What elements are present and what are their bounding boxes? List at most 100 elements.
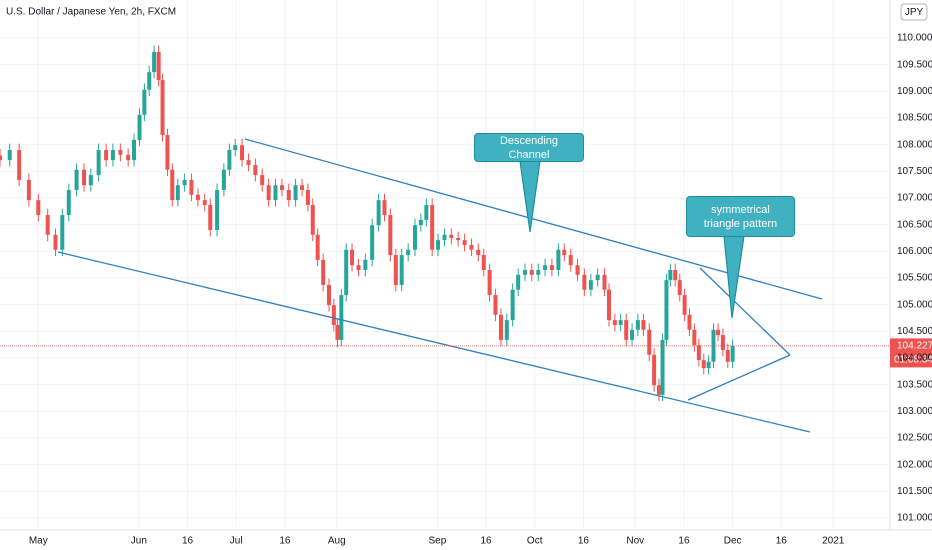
candle-body [17, 150, 22, 180]
candle-body [543, 265, 548, 270]
candle-body [182, 179, 187, 186]
candle-body [253, 164, 258, 176]
candle-body [725, 350, 730, 362]
x-tick-label: 16 [182, 536, 194, 547]
candle-body [668, 270, 673, 281]
candle-body [647, 329, 652, 355]
candle-body [504, 320, 509, 340]
candle-body [430, 204, 435, 250]
currency-box[interactable] [900, 3, 928, 21]
x-tick-label: Aug [328, 536, 346, 547]
candle-body [630, 329, 635, 340]
x-tick-label: 16 [578, 536, 590, 547]
candle-body [339, 295, 344, 340]
candle-body [266, 185, 271, 201]
candle-body [45, 215, 50, 235]
candle-body [331, 305, 336, 325]
last-price-box [890, 338, 932, 368]
candle-body [175, 185, 180, 201]
candle-body [449, 234, 454, 238]
candle-body [516, 274, 521, 290]
candle-body [730, 345, 735, 362]
candle-body [462, 240, 467, 245]
annotation[interactable]: symmetrical triangle pattern [686, 196, 795, 237]
candle-body [36, 200, 41, 216]
x-tick-label: 2021 [822, 536, 845, 547]
candle-body [510, 289, 515, 321]
chart-title: U.S. Dollar / Japanese Yen, 2h, FXCM [6, 7, 176, 18]
candle-body [233, 145, 238, 150]
candle-body [240, 145, 245, 161]
candle-body [227, 150, 232, 170]
candle-body [356, 265, 361, 270]
y-tick-label: 108.500 [897, 113, 932, 124]
y-tick-label: 106.500 [897, 219, 932, 230]
x-tick-label: 16 [279, 536, 291, 547]
candle-body [0, 155, 2, 161]
x-tick-label: 16 [678, 536, 690, 547]
y-tick-label: 105.500 [897, 273, 932, 284]
candle-body [66, 190, 71, 216]
candle-body [692, 329, 697, 346]
candle-body [104, 150, 109, 161]
candle-body [399, 255, 404, 285]
x-tick-label: 16 [776, 536, 788, 547]
candle-body [215, 190, 220, 230]
candle-body [706, 361, 711, 369]
x-tick-label: Dec [724, 536, 742, 547]
candle-body [602, 274, 607, 290]
candle-body [132, 139, 137, 161]
candle-body [110, 150, 115, 161]
price-marker: 104.227 01:08:34 [0, 338, 932, 368]
annotation[interactable]: Descending Channel [474, 133, 584, 162]
candle-body [469, 244, 474, 250]
y-tick-label: 104.000 [897, 353, 932, 364]
y-tick-label: 102.000 [897, 459, 932, 470]
y-tick-label: 104.500 [897, 326, 932, 337]
candle-body [165, 135, 170, 170]
candle-body [682, 295, 687, 315]
candle-body [96, 150, 101, 176]
candle-body [142, 89, 147, 115]
candle-body [716, 329, 721, 336]
candle-body [476, 249, 481, 256]
candle-body [701, 360, 706, 369]
x-tick-label: Jun [131, 536, 147, 547]
candle-body [221, 169, 226, 190]
candle-body [321, 259, 326, 285]
candle-body [456, 238, 461, 241]
candle-body [607, 289, 612, 321]
currency[interactable]: JPY [905, 7, 924, 18]
candle-body [568, 255, 573, 266]
candle-body [60, 215, 65, 250]
candle-body [595, 274, 600, 281]
candle-body [393, 255, 398, 285]
candle-body [498, 314, 503, 340]
x-tick-label: Nov [626, 536, 644, 547]
drawings [57, 138, 823, 433]
candle-body [660, 339, 665, 395]
y-tick-label: 101.000 [897, 513, 932, 524]
candle-body [126, 154, 131, 161]
candle-body [529, 270, 534, 275]
candle-body [575, 265, 580, 275]
candle-body [436, 240, 441, 250]
candle-body [363, 259, 368, 270]
candle-body [641, 320, 646, 330]
candle-body [406, 249, 411, 256]
channel-lower [57, 251, 811, 433]
candle-body [305, 190, 310, 205]
candle-body [388, 215, 393, 256]
candle-body [696, 345, 701, 361]
candle-body [522, 270, 527, 275]
y-tick-label: 103.500 [897, 379, 932, 390]
candle-body [418, 219, 423, 226]
candle-body [273, 185, 278, 201]
candle-body [137, 114, 142, 140]
candle-body [487, 270, 492, 296]
candle-body [711, 329, 716, 362]
candle-body [82, 169, 87, 186]
candle-body [26, 179, 31, 201]
callout-pointer [519, 160, 541, 233]
